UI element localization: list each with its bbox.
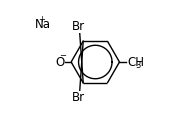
Text: CH: CH — [128, 56, 144, 68]
Text: +: + — [38, 15, 45, 24]
Text: −: − — [59, 51, 66, 60]
Text: Na: Na — [35, 18, 51, 31]
Text: Br: Br — [71, 20, 84, 33]
Text: 3: 3 — [135, 61, 141, 70]
Text: Br: Br — [71, 91, 84, 104]
Text: O: O — [55, 56, 64, 68]
